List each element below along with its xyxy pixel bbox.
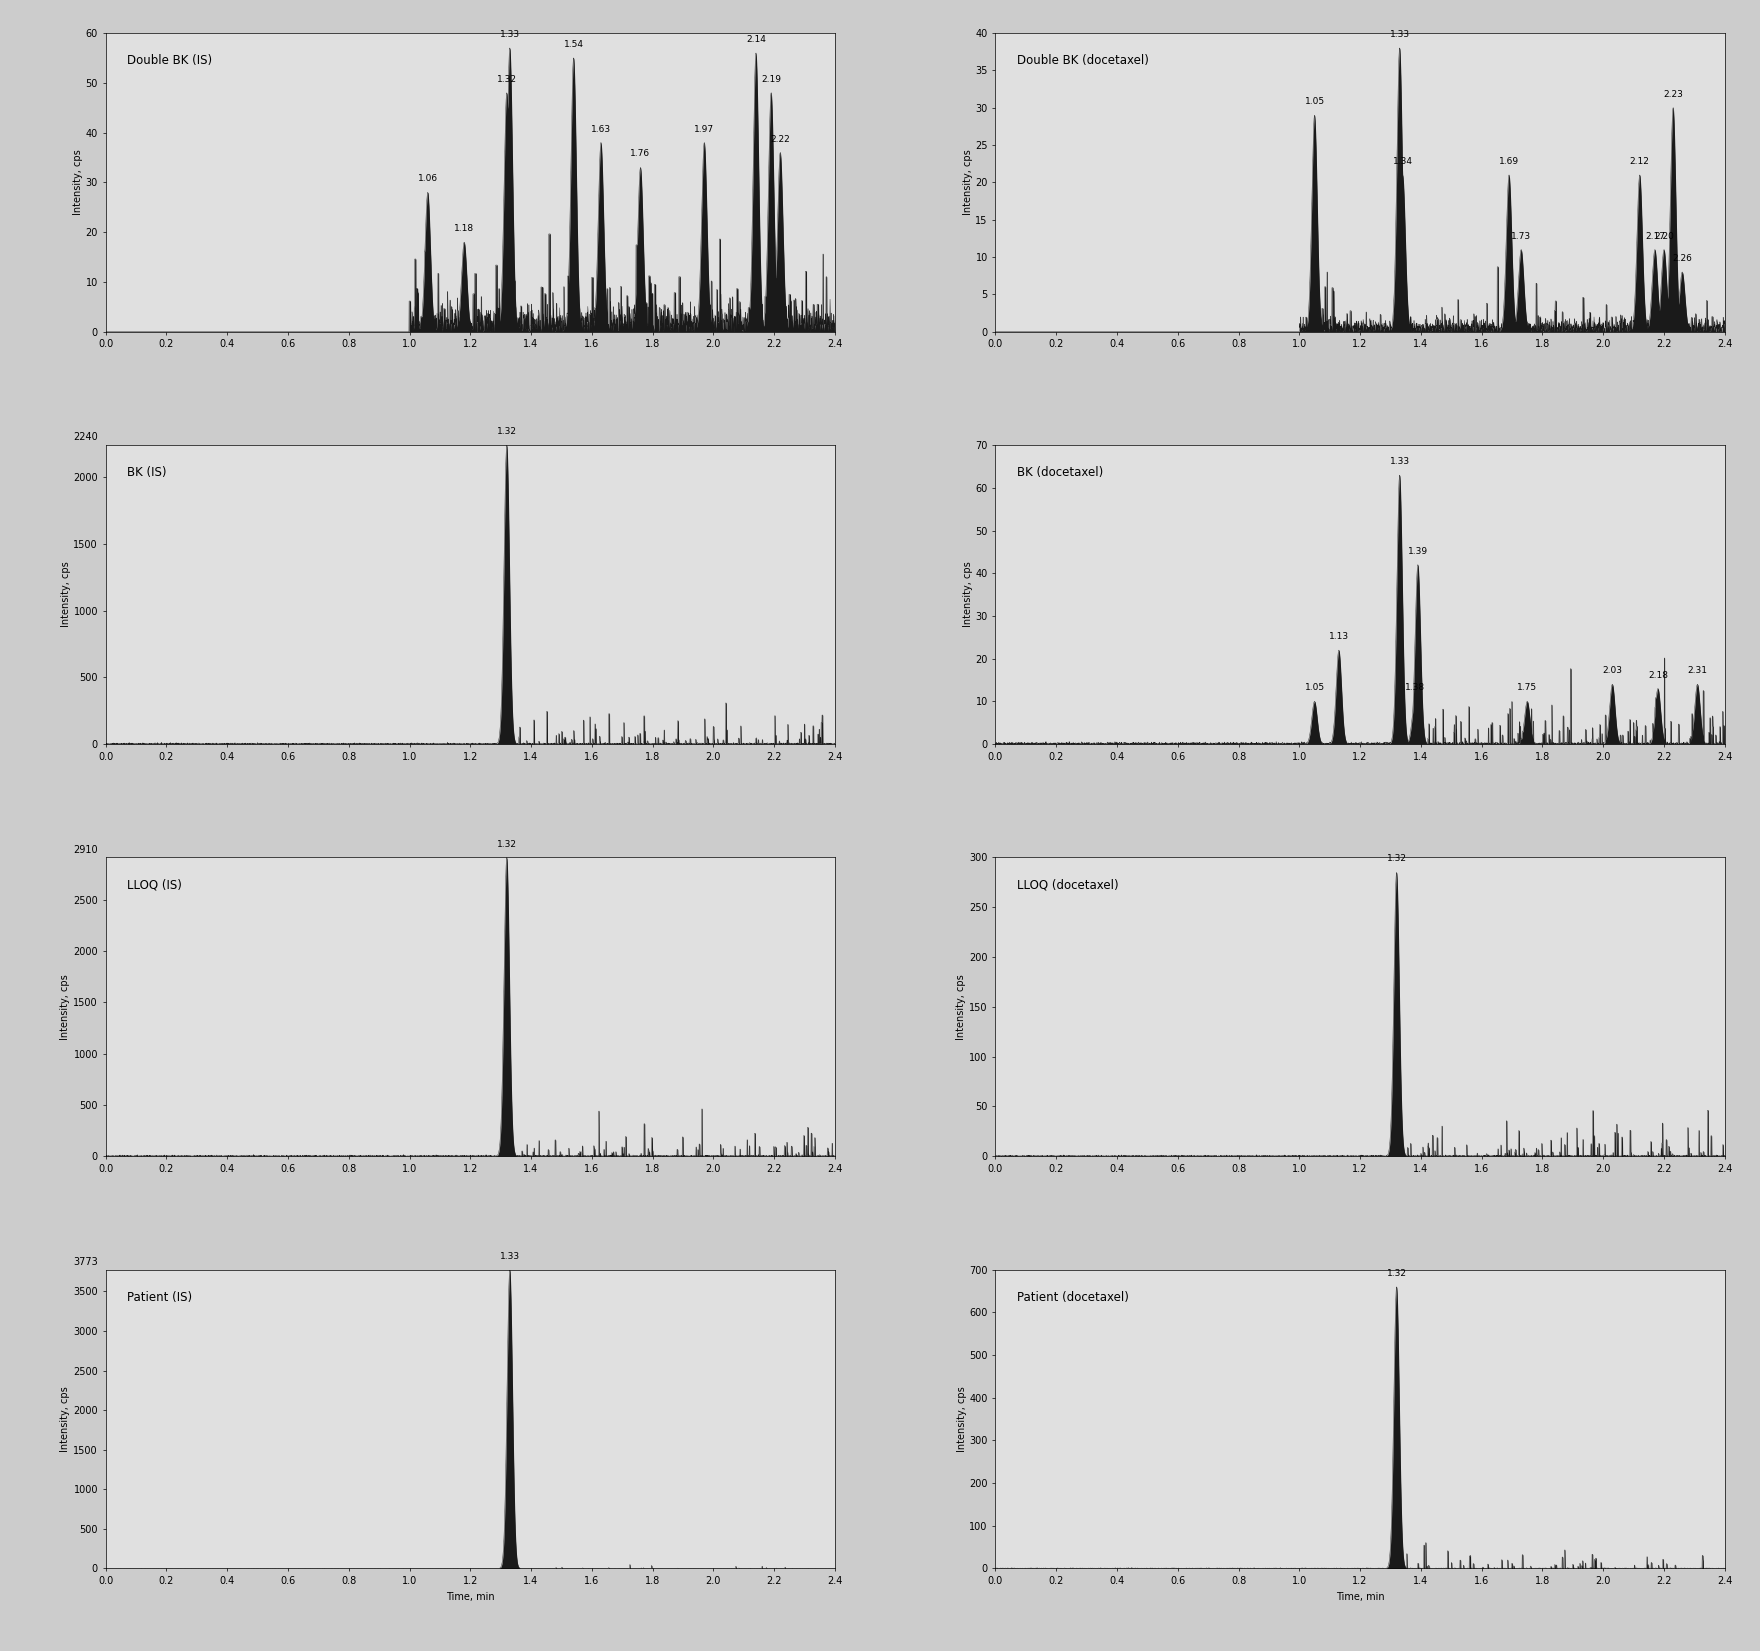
- Text: 2.22: 2.22: [771, 134, 790, 144]
- Text: 1.34: 1.34: [1392, 157, 1413, 167]
- Y-axis label: Intensity, cps: Intensity, cps: [60, 974, 70, 1040]
- Y-axis label: Intensity, cps: Intensity, cps: [60, 1387, 70, 1451]
- Text: 1.54: 1.54: [563, 40, 584, 50]
- Text: 1.73: 1.73: [1512, 231, 1531, 241]
- Text: 1.63: 1.63: [591, 124, 611, 134]
- Text: 1.32: 1.32: [1387, 855, 1406, 863]
- Text: 1.33: 1.33: [500, 1251, 519, 1261]
- X-axis label: Time, min: Time, min: [1336, 1592, 1385, 1601]
- Text: 1.13: 1.13: [1329, 632, 1348, 641]
- Text: 2240: 2240: [74, 433, 99, 442]
- Text: 1.33: 1.33: [1390, 457, 1410, 466]
- Text: 1.69: 1.69: [1500, 157, 1519, 167]
- Text: 2.23: 2.23: [1663, 89, 1683, 99]
- Text: 2.14: 2.14: [746, 35, 766, 45]
- X-axis label: Time, min: Time, min: [445, 1592, 495, 1601]
- Text: 3773: 3773: [74, 1256, 99, 1266]
- Text: LLOQ (docetaxel): LLOQ (docetaxel): [1017, 878, 1119, 892]
- Y-axis label: Intensity, cps: Intensity, cps: [72, 150, 83, 215]
- Text: 1.05: 1.05: [1304, 684, 1325, 692]
- Text: BK (docetaxel): BK (docetaxel): [1017, 466, 1104, 479]
- Text: 2.12: 2.12: [1630, 157, 1649, 167]
- Text: 2.19: 2.19: [760, 74, 781, 84]
- Text: 1.38: 1.38: [1404, 684, 1426, 692]
- Text: 2.18: 2.18: [1647, 670, 1668, 680]
- Text: 1.32: 1.32: [496, 839, 517, 849]
- Y-axis label: Intensity, cps: Intensity, cps: [956, 1387, 966, 1451]
- Text: 1.18: 1.18: [454, 225, 473, 233]
- Text: 2.26: 2.26: [1672, 254, 1691, 263]
- Text: Double BK (IS): Double BK (IS): [127, 54, 213, 68]
- Text: 1.32: 1.32: [1387, 1270, 1406, 1278]
- Text: 1.33: 1.33: [500, 30, 519, 40]
- Text: 1.32: 1.32: [496, 74, 517, 84]
- Text: LLOQ (IS): LLOQ (IS): [127, 878, 183, 892]
- Text: Double BK (docetaxel): Double BK (docetaxel): [1017, 54, 1149, 68]
- Text: 2.31: 2.31: [1688, 667, 1707, 675]
- Text: Patient (docetaxel): Patient (docetaxel): [1017, 1291, 1130, 1304]
- Text: 2.17: 2.17: [1646, 231, 1665, 241]
- Text: 1.97: 1.97: [693, 124, 715, 134]
- Text: 1.33: 1.33: [1390, 30, 1410, 40]
- Text: BK (IS): BK (IS): [127, 466, 167, 479]
- Text: 1.76: 1.76: [630, 150, 651, 158]
- Y-axis label: Intensity, cps: Intensity, cps: [956, 974, 966, 1040]
- Text: 1.75: 1.75: [1517, 684, 1536, 692]
- Text: Patient (IS): Patient (IS): [127, 1291, 192, 1304]
- Text: 1.05: 1.05: [1304, 97, 1325, 106]
- Y-axis label: Intensity, cps: Intensity, cps: [963, 561, 973, 627]
- Text: 1.32: 1.32: [496, 428, 517, 436]
- Text: 1.39: 1.39: [1408, 546, 1427, 556]
- Text: 1.06: 1.06: [417, 175, 438, 183]
- Text: 2910: 2910: [74, 845, 99, 855]
- Text: 2.20: 2.20: [1654, 231, 1674, 241]
- Y-axis label: Intensity, cps: Intensity, cps: [60, 561, 70, 627]
- Text: 2.03: 2.03: [1602, 667, 1623, 675]
- Y-axis label: Intensity, cps: Intensity, cps: [963, 150, 973, 215]
